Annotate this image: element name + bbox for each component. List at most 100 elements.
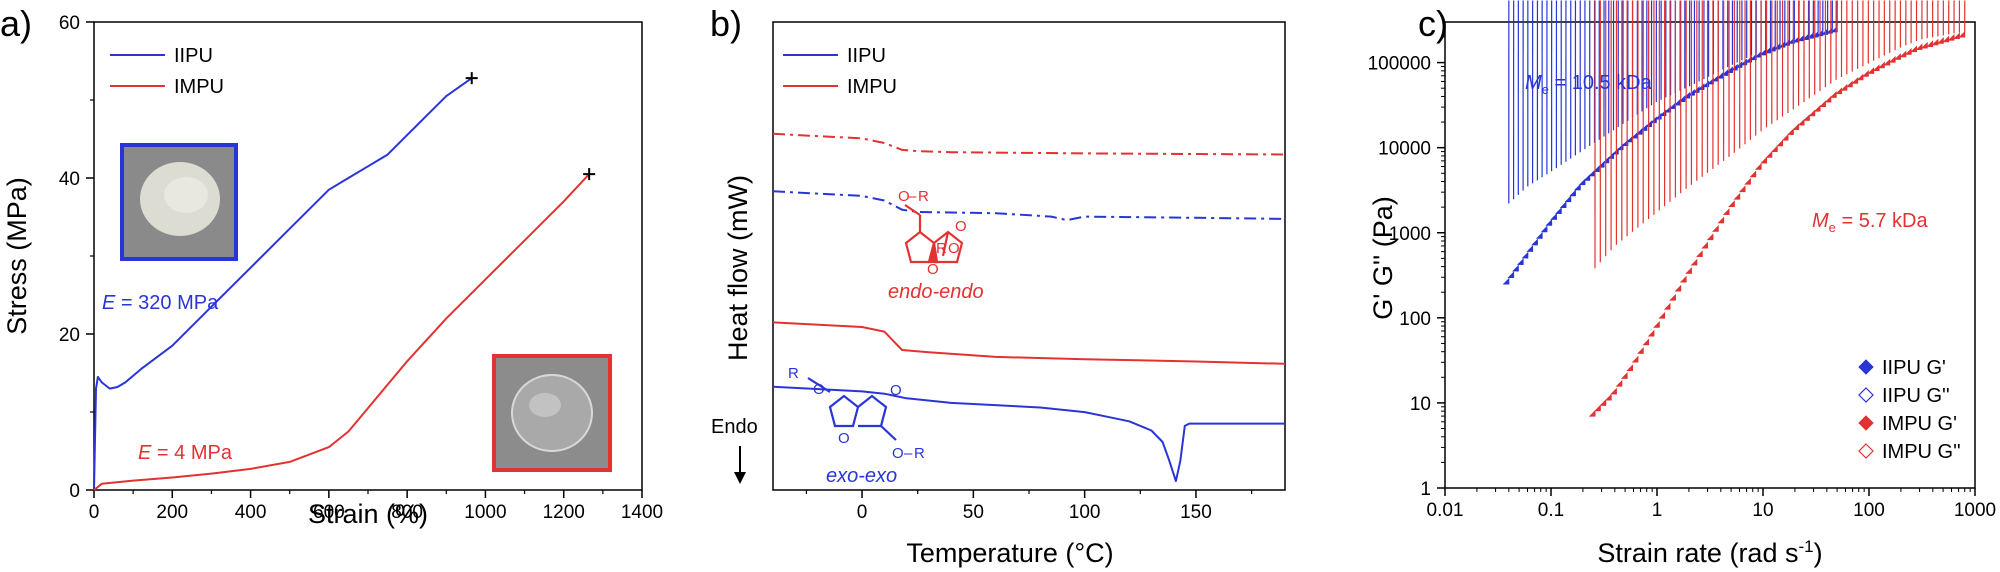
panel-b: b) 0 50 100 150 IIPU IMPU O – R R O O O: [710, 3, 1286, 568]
data-point: [1926, 40, 1934, 47]
x-tick-label: 1000: [1954, 500, 1996, 521]
data-point: [1819, 100, 1826, 108]
svg-text:O: O: [892, 445, 904, 462]
legend-label: IMPU G': [1882, 413, 1957, 435]
legend-label: IIPU G'': [1882, 385, 1950, 407]
panel-c-y-axis-label: G' G'' (Pa): [1368, 196, 1398, 319]
endo-direction-label: Endo: [711, 416, 758, 438]
svg-text:R: R: [918, 188, 929, 205]
exo-exo-label: exo-exo: [826, 465, 897, 487]
panel-a-y-axis-label: Stress (MPa): [2, 177, 32, 335]
data-point: [1872, 64, 1880, 72]
panel-a-plot-area: [93, 72, 596, 491]
break-point-marker: [583, 168, 596, 181]
data-point: [1658, 311, 1666, 319]
data-point: [1910, 45, 1918, 53]
data-point: [1564, 195, 1572, 203]
endo-direction-arrow: [734, 446, 746, 484]
impu-film-photo: [492, 354, 612, 472]
svg-text:O: O: [955, 218, 967, 235]
data-point: [1749, 170, 1757, 178]
data-point: [1502, 277, 1510, 285]
data-point: [1744, 177, 1751, 185]
line-iipu: [93, 77, 473, 491]
data-point: [1958, 30, 1966, 38]
dsc-curve-impu-solid: [772, 321, 1286, 365]
data-point: [1717, 216, 1725, 224]
data-point: [1642, 338, 1650, 346]
x-tick-label: 50: [963, 502, 984, 523]
x-tick-label: 400: [235, 502, 267, 523]
data-point: [1937, 37, 1944, 44]
x-tick-label: 1: [1652, 500, 1663, 521]
data-point: [1588, 409, 1596, 417]
data-point: [1835, 87, 1843, 95]
legend-label-iipu: IIPU: [174, 45, 213, 67]
panel-b-ticks: 0 50 100 150: [805, 490, 1253, 523]
panel-b-legend: IIPU IMPU: [783, 45, 897, 98]
x-tick-label: 1400: [621, 502, 663, 523]
data-point: [1856, 73, 1864, 81]
data-point: [1555, 207, 1562, 214]
data-point: [1559, 201, 1567, 209]
x-tick-label: 100: [1069, 502, 1101, 523]
data-point: [1610, 387, 1617, 395]
panel-b-label: b): [710, 3, 742, 44]
line-impu: [93, 173, 590, 491]
x-tick-label: 10: [1752, 500, 1773, 521]
data-point: [1701, 241, 1709, 249]
svg-text:R: R: [914, 445, 925, 462]
svg-text:O: O: [890, 382, 902, 399]
data-point: [1550, 213, 1557, 220]
panel-a-label: a): [0, 3, 32, 44]
panel-b-y-axis-label: Heat flow (mW): [723, 175, 753, 361]
x-tick-label: 100: [1853, 500, 1885, 521]
svg-text:R: R: [936, 240, 947, 257]
endo-endo-structure: [904, 204, 964, 264]
data-point: [1904, 48, 1912, 55]
panel-c-ticks: 0.01 0.1 1 10 100 1000 1 10 100 1000 10000 100000: [1368, 36, 1996, 521]
panel-c-frame: [1444, 21, 1976, 489]
data-point: [1631, 355, 1639, 363]
entanglement-mass-impu: Me = 5.7 kDa: [1812, 210, 1929, 235]
data-point: [1716, 71, 1724, 79]
x-tick-label: 0.1: [1538, 500, 1564, 521]
data-point: [1540, 225, 1548, 233]
entanglement-mass-iipu: Me = 10.5 kDa: [1525, 72, 1653, 97]
data-point: [1654, 112, 1662, 120]
data-point: [1599, 399, 1607, 406]
data-point: [1829, 91, 1837, 98]
data-point: [1754, 163, 1762, 170]
svg-text:–: –: [904, 445, 913, 462]
data-point: [1765, 151, 1773, 158]
y-tick-label: 40: [59, 169, 80, 190]
data-point: [1792, 123, 1800, 131]
x-tick-label: 1000: [464, 502, 506, 523]
x-tick-label: 0: [857, 502, 868, 523]
data-point: [1915, 43, 1923, 51]
data-point: [1883, 58, 1891, 66]
dsc-curve-iipu-solid: [772, 385, 1285, 483]
data-point: [1921, 41, 1928, 49]
data-point: [1626, 364, 1634, 372]
data-point: [1760, 156, 1768, 164]
data-point: [1653, 321, 1660, 328]
legend-marker: [1858, 415, 1874, 431]
series-impu-g-: [1594, 0, 1966, 269]
data-point: [1545, 219, 1553, 226]
data-point: [1878, 61, 1885, 69]
modulus-annotation-iipu: E = 320 MPa: [102, 292, 219, 314]
data-point: [1776, 139, 1784, 147]
data-point: [1578, 178, 1586, 186]
data-point: [1738, 185, 1746, 193]
panel-b-x-axis-label: Temperature (°C): [906, 538, 1113, 568]
panel-a-legend: IIPU IMPU: [110, 45, 224, 98]
data-point: [1797, 118, 1805, 126]
data-point: [1824, 95, 1832, 103]
data-point: [1733, 192, 1741, 200]
data-point: [1851, 77, 1859, 84]
legend-label-iipu: IIPU: [847, 45, 886, 67]
data-point: [1712, 225, 1719, 232]
y-tick-label: 1000: [1389, 224, 1431, 245]
y-tick-label: 10: [1410, 394, 1431, 415]
